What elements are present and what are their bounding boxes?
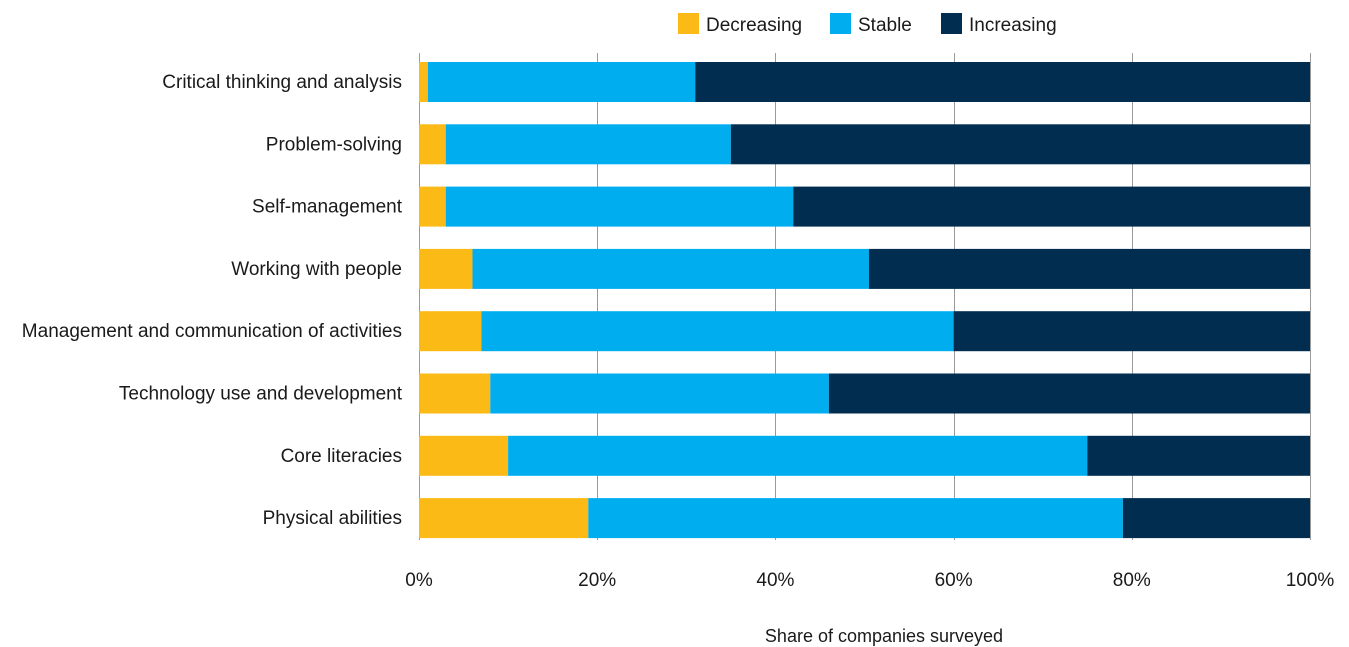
legend-label: Increasing	[969, 15, 1057, 36]
legend-swatch	[678, 13, 699, 34]
bar-segment-stable	[481, 311, 954, 352]
category-labels: Critical thinking and analysis Problem-so…	[22, 72, 403, 529]
bar-segment-stable	[508, 435, 1088, 476]
bar-segment-decreasing	[419, 124, 446, 165]
bar-segment-decreasing	[419, 62, 428, 102]
bar-row	[419, 186, 1310, 227]
legend-item-decreasing: Decreasing	[678, 13, 802, 36]
x-tick-label: 100%	[1286, 570, 1335, 591]
bar-segment-increasing	[1122, 498, 1310, 539]
bar-segment-increasing	[868, 248, 1310, 289]
bar-segment-stable	[445, 124, 731, 165]
bar-segment-increasing	[953, 311, 1310, 352]
category-label: Technology use and development	[119, 384, 403, 405]
legend-label: Decreasing	[706, 15, 802, 36]
legend-item-increasing: Increasing	[941, 13, 1057, 36]
x-tick-label: 80%	[1113, 570, 1151, 591]
category-label: Working with people	[231, 259, 402, 280]
x-tick-label: 40%	[756, 570, 794, 591]
bars	[419, 62, 1310, 539]
bar-row	[419, 62, 1310, 102]
bar-segment-increasing	[695, 62, 1310, 102]
bar-segment-decreasing	[419, 186, 446, 227]
x-tick-label: 20%	[578, 570, 616, 591]
legend-swatch	[941, 13, 962, 34]
x-tick-label: 60%	[935, 570, 973, 591]
bar-segment-stable	[445, 186, 794, 227]
bar-segment-increasing	[1087, 435, 1310, 476]
bar-segment-decreasing	[419, 435, 509, 476]
category-label: Critical thinking and analysis	[162, 72, 402, 93]
x-axis-title: Share of companies surveyed	[765, 626, 1003, 646]
bar-row	[419, 311, 1310, 352]
legend: Decreasing Stable Increasing	[678, 13, 1057, 36]
bar-segment-decreasing	[419, 373, 491, 414]
bar-row	[419, 248, 1310, 289]
bar-segment-decreasing	[419, 498, 589, 539]
category-label: Problem-solving	[266, 134, 402, 155]
bar-segment-increasing	[828, 373, 1310, 414]
bar-segment-decreasing	[419, 311, 482, 352]
bar-row	[419, 435, 1310, 476]
bar-segment-stable	[427, 62, 696, 102]
bar-segment-stable	[490, 373, 829, 414]
category-label: Core literacies	[281, 446, 402, 467]
bar-row	[419, 124, 1310, 165]
bar-row	[419, 498, 1310, 539]
category-label: Physical abilities	[263, 508, 402, 529]
legend-label: Stable	[858, 15, 912, 36]
legend-item-stable: Stable	[830, 13, 912, 36]
x-tick-labels: 0% 20% 40% 60% 80% 100%	[405, 570, 1334, 591]
bar-row	[419, 373, 1310, 414]
bar-segment-stable	[472, 248, 869, 289]
bar-segment-decreasing	[419, 248, 473, 289]
category-label: Management and communication of activiti…	[22, 321, 402, 342]
bar-segment-stable	[588, 498, 1123, 539]
bar-segment-increasing	[730, 124, 1310, 165]
category-label: Self-management	[252, 197, 403, 218]
bar-segment-increasing	[793, 186, 1310, 227]
x-tick-label: 0%	[405, 570, 433, 591]
legend-swatch	[830, 13, 851, 34]
